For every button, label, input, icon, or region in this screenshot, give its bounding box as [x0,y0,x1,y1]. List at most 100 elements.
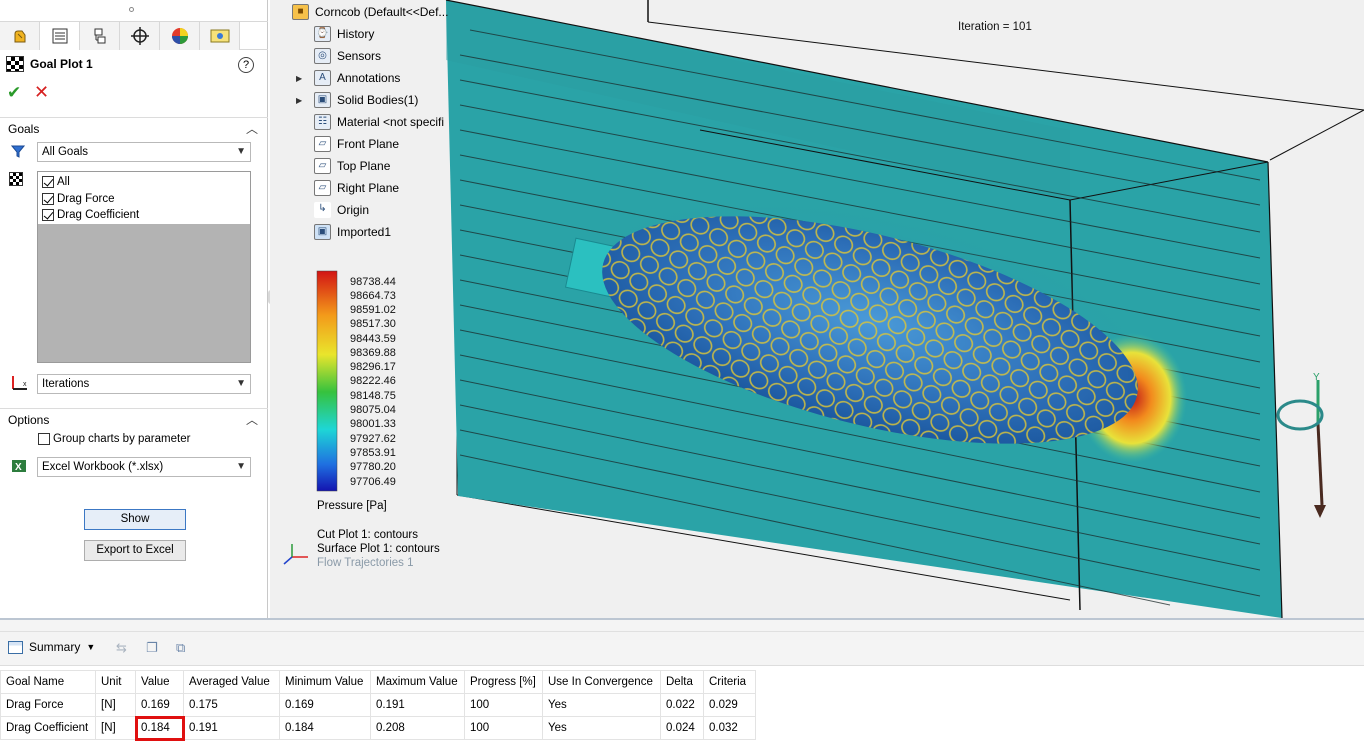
ok-button[interactable]: ✔ [7,83,22,102]
legend-value: 98148.75 [350,390,396,402]
svg-text:Y: Y [1313,372,1320,383]
column-header[interactable]: Use In Convergence [542,670,661,694]
help-icon[interactable]: ? [238,57,254,73]
collapse-chevron-icon[interactable]: ︿ [245,122,258,136]
part-icon: ■ [292,4,309,20]
plot-label-cut-plot: Cut Plot 1: contours [317,529,418,541]
goal-item-label: Drag Coefficient [57,209,140,222]
solid-bodies-icon: ▣ [314,92,331,108]
plane-icon: ▱ [314,158,331,174]
goal-item-drag-coefficient[interactable]: Drag Coefficient [38,207,250,224]
tree-item-sensors[interactable]: ◎ Sensors [314,48,381,64]
filter-icon [11,145,25,158]
legend-title: Pressure [Pa] [317,500,387,512]
tree-item-front-plane[interactable]: ▱ Front Plane [314,136,399,152]
goal-item-label: All [57,176,70,189]
flow-simulation-scene: Y [283,0,1364,618]
legend-value: 97780.20 [350,461,396,473]
goal-item-drag-force[interactable]: Drag Force [38,191,250,208]
svg-text:X: X [15,462,22,473]
goal-filter-value: All Goals [42,146,89,158]
legend-value: 98738.44 [350,276,396,288]
plot-label-surface-plot: Surface Plot 1: contours [317,543,440,555]
tree-item-imported1[interactable]: ▣ Imported1 [314,224,391,240]
goals-table: Goal Name Unit Value Averaged Value Mini… [0,670,756,741]
goals-flag-icon [9,172,23,186]
column-header[interactable]: Unit [95,670,136,694]
collapse-chevron-icon[interactable]: ︿ [245,413,258,427]
column-header[interactable]: Value [135,670,184,694]
property-manager-panel: Goal Plot 1 ? ✔ ✕ Goals ︿ All Goals ▼ Al… [0,0,268,618]
panel-grip[interactable] [0,0,267,20]
goal-item-all[interactable]: All [38,174,250,191]
tree-item-material[interactable]: ☷ Material <not specifi [314,114,444,130]
goal-name-cell: Drag Coefficient [0,716,96,740]
flow-simulation-icon[interactable] [200,22,240,50]
configuration-manager-icon[interactable] [80,22,120,50]
column-header[interactable]: Maximum Value [370,670,465,694]
group-charts-option[interactable]: Group charts by parameter [34,431,190,448]
table-row[interactable]: Drag Coefficient [N] 0.184 0.191 0.184 0… [0,715,756,741]
column-header[interactable]: Delta [660,670,704,694]
show-button[interactable]: Show [84,509,186,530]
use-in-convergence-cell: Yes [542,693,661,717]
column-header[interactable]: Criteria [703,670,756,694]
maximum-value-cell: 0.208 [370,716,465,740]
summary-dropdown[interactable]: Summary ▼ [8,640,95,654]
copy-icon[interactable]: ❐ [146,640,158,655]
export-format-select[interactable]: Excel Workbook (*.xlsx) ▼ [37,457,251,477]
column-header[interactable]: Minimum Value [279,670,371,694]
goals-section-header[interactable]: Goals ︿ [0,117,268,139]
tree-item-label: Origin [337,203,370,217]
table-row[interactable]: Drag Force [N] 0.169 0.175 0.169 0.191 1… [0,693,756,717]
checkbox-all[interactable] [42,176,54,189]
column-header[interactable]: Averaged Value [183,670,280,694]
legend-value: 98222.46 [350,375,396,387]
group-charts-checkbox[interactable] [38,433,50,446]
tree-item-history[interactable]: ⌚ History [314,26,374,42]
goal-filter-select[interactable]: All Goals ▼ [37,142,251,162]
history-icon: ⌚ [314,26,331,42]
tree-root-corncob[interactable]: ■ Corncob (Default<<Def... [292,4,448,20]
panel-splitter[interactable] [0,622,1364,632]
manager-tabs [0,21,268,50]
progress-cell: 100 [464,693,543,717]
table-header-row: Goal Name Unit Value Averaged Value Mini… [0,670,756,694]
minimum-value-cell: 0.169 [279,693,371,717]
tree-item-right-plane[interactable]: ▱ Right Plane [314,180,399,196]
tree-item-origin[interactable]: ↳ Origin [314,202,369,218]
tree-item-label: Material <not specifi [337,115,445,129]
refresh-icon[interactable]: ⇆ [116,640,127,655]
checkbox-drag-coefficient[interactable] [42,209,54,222]
graphics-viewport[interactable]: Y ■ Corncob (Default<<Def... ⌚ History ◎ S… [270,0,1364,618]
unit-cell: [N] [95,716,136,740]
tree-item-top-plane[interactable]: ▱ Top Plane [314,158,390,174]
property-manager-icon[interactable] [40,22,80,50]
x-axis-select[interactable]: Iterations ▼ [37,374,251,394]
tree-root-label: Corncob (Default<<Def... [315,5,449,19]
checkbox-drag-force[interactable] [42,192,54,205]
tree-item-solid-bodies[interactable]: ▶ ▣ Solid Bodies(1) [296,92,419,108]
averaged-value-cell: 0.175 [183,693,280,717]
tree-item-label: History [337,27,375,41]
annotations-icon: A [314,70,331,86]
expand-arrow-icon[interactable]: ▶ [296,73,303,83]
minimum-value-cell: 0.184 [279,716,371,740]
expand-arrow-icon[interactable]: ▶ [296,95,303,105]
tree-item-label: Solid Bodies(1) [337,93,419,107]
copy-all-icon[interactable]: ⧉ [176,640,186,655]
cancel-button[interactable]: ✕ [34,82,50,102]
tree-item-annotations[interactable]: ▶ A Annotations [296,70,401,86]
column-header[interactable]: Progress [%] [464,670,543,694]
export-to-excel-button[interactable]: Export to Excel [84,540,186,561]
options-section-header[interactable]: Options ︿ [0,408,268,430]
legend-value: 98591.02 [350,304,396,316]
column-header[interactable]: Goal Name [0,670,96,694]
maximum-value-cell: 0.191 [370,693,465,717]
display-manager-icon[interactable] [160,22,200,50]
tree-item-label: Right Plane [337,181,400,195]
feature-manager-icon[interactable] [0,22,40,50]
dimxpert-icon[interactable] [120,22,160,50]
summary-icon [8,640,23,654]
tree-item-label: Annotations [337,71,401,85]
